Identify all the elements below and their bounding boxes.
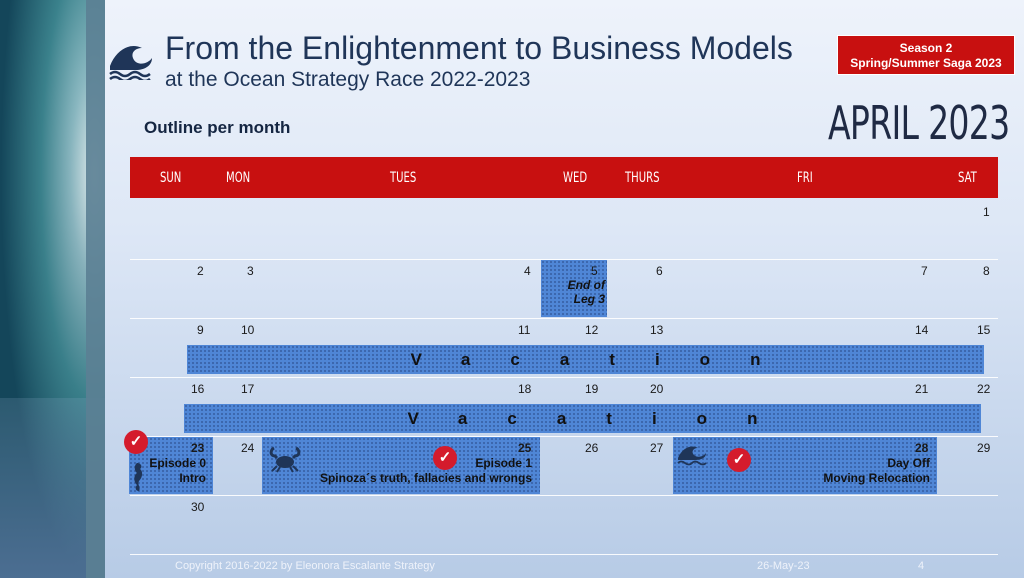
date-cell: 22: [977, 382, 991, 396]
date-cell: 17: [241, 382, 255, 396]
end-of-leg-line-2: Leg 3: [573, 292, 605, 306]
date-cell: 19: [585, 382, 599, 396]
date-cell: 21: [915, 382, 929, 396]
date-cell: 6: [656, 264, 663, 278]
date-cell: 8: [983, 264, 990, 278]
week-divider: [130, 436, 998, 437]
end-of-leg-event[interactable]: [541, 260, 607, 317]
end-of-leg-label: End of Leg 3: [543, 278, 605, 306]
episode-0-label: Episode 0 Intro: [140, 456, 206, 486]
day-wed: WED: [563, 170, 588, 186]
footer-date: 26-May-23: [757, 560, 810, 572]
page-subtitle: at the Ocean Strategy Race 2022-2023: [165, 68, 531, 91]
date-cell: 24: [241, 441, 255, 455]
checkmark-icon: ✓: [124, 430, 148, 454]
day-off-event[interactable]: [673, 437, 937, 494]
week-divider: [130, 318, 998, 319]
date-cell: 3: [247, 264, 254, 278]
date-cell: 28: [915, 441, 929, 455]
crab-icon: [269, 446, 301, 473]
day-thu: THURS: [625, 170, 660, 186]
date-cell: 23: [191, 441, 205, 455]
vacation-event[interactable]: Vacation: [184, 404, 981, 433]
day-sat: SAT: [958, 170, 977, 186]
wave-icon: [677, 446, 707, 466]
date-cell: 29: [977, 441, 991, 455]
episode-0-title: Episode 0: [149, 456, 206, 470]
day-tue: TUES: [390, 170, 417, 186]
day-mon: MON: [226, 170, 251, 186]
episode-0-subtitle: Intro: [179, 471, 206, 485]
day-fri: FRI: [797, 170, 813, 186]
episode-1-label: Episode 1 Spinoza´s truth, fallacies and…: [300, 456, 532, 486]
end-of-leg-line-1: End of: [567, 278, 605, 292]
date-cell: 7: [921, 264, 928, 278]
week-divider: [130, 495, 998, 496]
date-cell: 4: [524, 264, 531, 278]
month-title: APRIL 2023: [828, 96, 1010, 150]
date-cell: 5: [591, 264, 598, 278]
date-cell: 14: [915, 323, 929, 337]
date-cell: 9: [197, 323, 204, 337]
date-cell: 16: [191, 382, 205, 396]
season-line-1: Season 2: [899, 41, 953, 55]
checkmark-icon: ✓: [727, 448, 751, 472]
date-cell: 15: [977, 323, 991, 337]
date-cell: 11: [518, 323, 531, 337]
day-off-title: Day Off: [887, 456, 930, 470]
outline-heading: Outline per month: [144, 118, 291, 137]
episode-1-title: Episode 1: [475, 456, 532, 470]
decorative-stripe: [86, 0, 105, 578]
wave-icon: [109, 46, 152, 80]
date-cell: 1: [983, 205, 990, 219]
vacation-event[interactable]: Vacation: [187, 345, 984, 374]
date-cell: 25: [518, 441, 532, 455]
date-cell: 18: [518, 382, 532, 396]
date-cell: 13: [650, 323, 664, 337]
date-cell: 10: [241, 323, 255, 337]
date-cell: 20: [650, 382, 664, 396]
date-cell: 12: [585, 323, 599, 337]
checkmark-icon: ✓: [433, 446, 457, 470]
week-divider: [130, 259, 998, 260]
date-cell: 30: [191, 500, 205, 514]
weekday-header: [130, 157, 998, 198]
date-cell: 27: [650, 441, 664, 455]
week-divider: [130, 554, 998, 555]
seahorse-icon: [134, 463, 143, 491]
season-line-2: Spring/Summer Saga 2023: [850, 56, 1002, 70]
day-off-label: Day Off Moving Relocation: [760, 456, 930, 486]
episode-1-subtitle: Spinoza´s truth, fallacies and wrongs: [319, 471, 532, 485]
date-cell: 26: [585, 441, 599, 455]
week-divider: [130, 377, 998, 378]
day-off-subtitle: Moving Relocation: [823, 471, 930, 485]
footer-page-number: 4: [918, 560, 925, 572]
page-title: From the Enlightenment to Business Model…: [165, 30, 793, 66]
footer-copyright: Copyright 2016-2022 by Eleonora Escalant…: [175, 560, 435, 572]
date-cell: 2: [197, 264, 204, 278]
season-badge: Season 2 Spring/Summer Saga 2023: [837, 35, 1015, 75]
episode-1-event[interactable]: [262, 437, 540, 494]
day-sun: SUN: [160, 170, 182, 186]
